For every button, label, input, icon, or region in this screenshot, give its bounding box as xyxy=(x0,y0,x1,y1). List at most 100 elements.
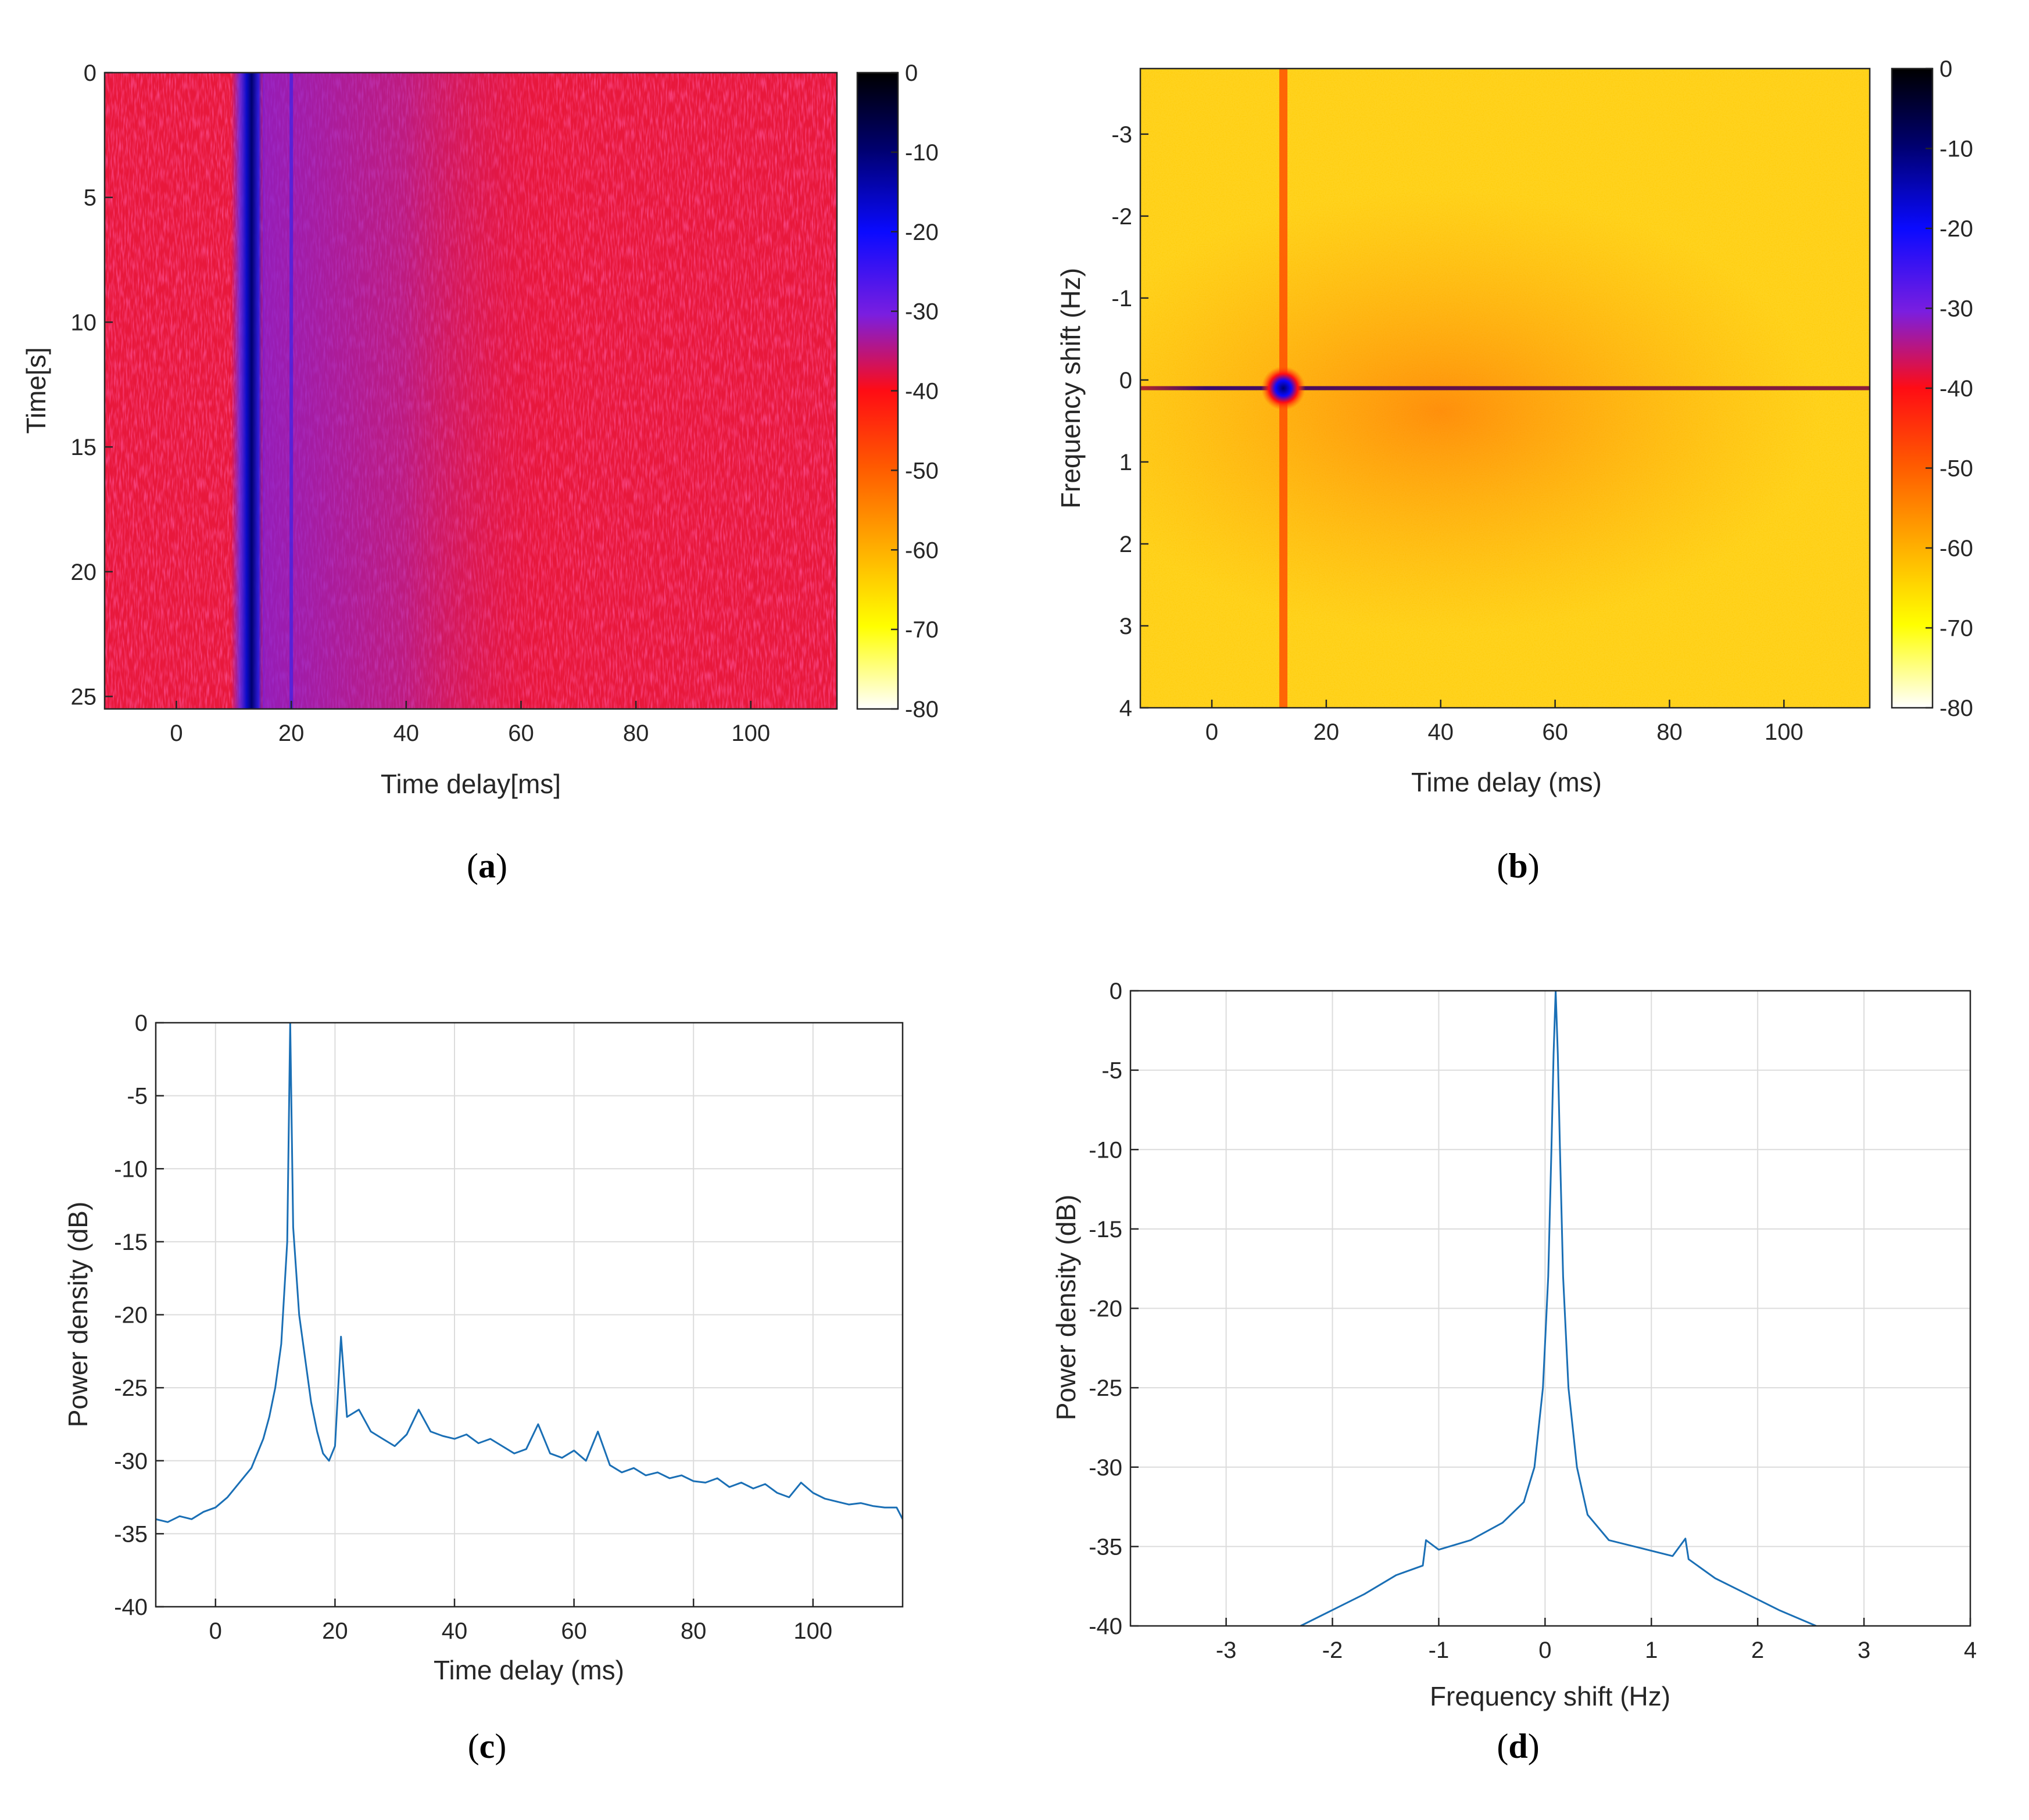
caption-c: (c) xyxy=(468,1727,507,1765)
colorbar-tick-label-a: -40 xyxy=(905,379,939,404)
colorbar-tick-label-a: -50 xyxy=(905,458,939,483)
ytick-label-d: -25 xyxy=(1089,1375,1122,1401)
ytick-label-a: 15 xyxy=(71,435,97,460)
axes-b-frame xyxy=(1139,67,1871,709)
heatmap-a-scatter-region xyxy=(262,73,579,709)
xtick-label-b: 60 xyxy=(1542,719,1568,745)
axes-b-ticks: 0 20 40 60 80 100 -3 -2 -1 0 1 2 3 4 xyxy=(1111,122,1803,745)
xtick-label-b: 0 xyxy=(1205,719,1218,745)
heatmap-b xyxy=(1140,69,1870,708)
ytick-label-b: 1 xyxy=(1119,450,1132,475)
colorbar-tick-label-a: -10 xyxy=(905,140,939,166)
ytick-label-c: -10 xyxy=(114,1156,148,1182)
xlabel-c: Time delay (ms) xyxy=(434,1655,624,1685)
caption-b: (b) xyxy=(1497,847,1539,885)
xtick-label-a: 80 xyxy=(623,721,649,746)
colorbar-b-ticks: 0 -10 -20 -30 -40 -50 -60 -70 -80 xyxy=(1926,56,1973,721)
ytick-label-d: -15 xyxy=(1089,1217,1122,1242)
ytick-label-c: -20 xyxy=(114,1303,148,1328)
ytick-label-b: 3 xyxy=(1119,614,1132,639)
xtick-label-b: 80 xyxy=(1656,719,1683,745)
xtick-label-d: 3 xyxy=(1858,1638,1870,1663)
colorbar-tick-label-b: -50 xyxy=(1939,456,1973,482)
ytick-label-b: 0 xyxy=(1119,368,1132,393)
axes-d-ticks: -3 -2 -1 0 1 2 3 40-5-10-15-20-25-30-35-40 xyxy=(1089,979,1977,1663)
ytick-label-d: 0 xyxy=(1110,979,1122,1004)
xtick-label-d: 4 xyxy=(1964,1638,1977,1663)
colorbar-tick-label-a: -70 xyxy=(905,617,939,643)
colorbar-tick-label-a: -20 xyxy=(905,220,939,245)
axes-a-ticks: 0 20 40 60 80 100 0 5 10 15 20 25 xyxy=(71,60,771,746)
xtick-label-c: 100 xyxy=(793,1618,832,1644)
heatmap-b-doppler-line xyxy=(1140,386,1870,390)
xtick-label-b: 100 xyxy=(1765,719,1803,745)
colorbar-tick-label-a: -80 xyxy=(905,697,939,722)
heatmap-b-energy-halo xyxy=(1140,191,1819,632)
xlabel-b: Time delay (ms) xyxy=(1411,767,1602,797)
ytick-label-c: -15 xyxy=(114,1230,148,1255)
xtick-label-d: 0 xyxy=(1538,1638,1551,1663)
xtick-label-d: -2 xyxy=(1322,1638,1343,1663)
ytick-label-b: 4 xyxy=(1119,696,1132,721)
ytick-label-a: 5 xyxy=(84,185,96,211)
axes-c-ticks: 0 20 40 60 80 100 0 -5 -10 -15 -20 -25 -30 -35 -40 xyxy=(114,1011,832,1644)
ytick-label-c: -35 xyxy=(114,1521,148,1547)
panel-a: 0 20 40 60 80 100 0 5 10 15 20 25 Time delay[ms] Ti… xyxy=(21,60,939,885)
xtick-label-d: 1 xyxy=(1645,1638,1658,1663)
colorbar-tick-label-b: -10 xyxy=(1939,137,1973,162)
xtick-label-c: 60 xyxy=(561,1618,587,1644)
colorbar-tick-label-a: -30 xyxy=(905,299,939,325)
xtick-label-c: 40 xyxy=(442,1618,468,1644)
colorbar-tick-label-a: 0 xyxy=(905,60,918,86)
ylabel-b: Frequency shift (Hz) xyxy=(1055,268,1086,508)
xtick-label-a: 20 xyxy=(278,721,305,746)
ylabel-c: Power density (dB) xyxy=(63,1202,93,1428)
heatmap-a-secondary-path xyxy=(289,73,294,709)
ytick-label-a: 10 xyxy=(71,310,97,335)
heatmap-a xyxy=(105,73,837,709)
colorbar-tick-label-b: 0 xyxy=(1939,56,1952,82)
trace-c xyxy=(156,1023,903,1523)
colorbar-tick-label-a: -60 xyxy=(905,538,939,563)
xtick-label-d: 2 xyxy=(1751,1638,1764,1663)
ytick-label-c: 0 xyxy=(135,1011,148,1036)
ytick-label-d: -10 xyxy=(1089,1137,1122,1163)
xtick-label-a: 100 xyxy=(731,721,770,746)
heatmap-a-dominant-path xyxy=(231,73,266,709)
ytick-label-d: -35 xyxy=(1089,1534,1122,1560)
ytick-label-c: -5 xyxy=(127,1084,148,1109)
ytick-label-c: -30 xyxy=(114,1449,148,1474)
ytick-label-a: 20 xyxy=(71,560,97,585)
ytick-label-b: -3 xyxy=(1111,122,1132,148)
xtick-label-c: 20 xyxy=(322,1618,348,1644)
ytick-label-b: 2 xyxy=(1119,532,1132,557)
ytick-label-c: -25 xyxy=(114,1375,148,1401)
caption-a: (a) xyxy=(467,847,507,885)
xtick-label-a: 0 xyxy=(170,721,182,746)
xtick-label-b: 40 xyxy=(1428,719,1454,745)
ytick-label-d: -40 xyxy=(1089,1614,1122,1639)
ytick-label-b: -2 xyxy=(1111,204,1132,230)
ytick-label-a: 0 xyxy=(84,60,96,86)
axes-a-frame xyxy=(103,71,838,710)
xlabel-d: Frequency shift (Hz) xyxy=(1430,1681,1670,1711)
colorbar-tick-label-b: -30 xyxy=(1939,296,1973,322)
colorbar-tick-label-b: -70 xyxy=(1939,616,1973,642)
xtick-label-c: 80 xyxy=(681,1618,707,1644)
ytick-label-d: -30 xyxy=(1089,1455,1122,1481)
ytick-label-b: -1 xyxy=(1111,286,1132,311)
xlabel-a: Time delay[ms] xyxy=(381,769,561,799)
trace-d xyxy=(1300,991,1817,1626)
panel-d: -3 -2 -1 0 1 2 3 40-5-10-15-20-25-30-35-40 Freq… xyxy=(1051,979,1977,1765)
xtick-label-a: 60 xyxy=(508,721,534,746)
ytick-label-c: -40 xyxy=(114,1595,148,1620)
heatmap-b-peak xyxy=(1261,366,1306,410)
xtick-label-c: 0 xyxy=(209,1618,222,1644)
xtick-label-b: 20 xyxy=(1314,719,1340,745)
colorbar-a-ticks: 0 -10 -20 -30 -40 -50 -60 -70 -80 xyxy=(891,60,939,722)
axes-d-grid xyxy=(1130,990,1971,1626)
colorbar-tick-label-b: -80 xyxy=(1939,696,1973,721)
colorbar-tick-label-b: -40 xyxy=(1939,376,1973,402)
